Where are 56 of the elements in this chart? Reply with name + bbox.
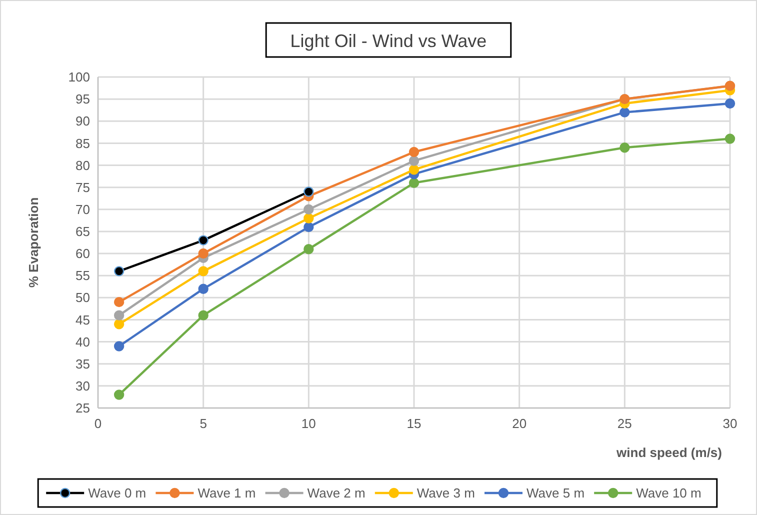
y-tick-label: 35 — [76, 356, 90, 372]
point — [620, 142, 630, 153]
y-tick-label: 40 — [76, 334, 90, 350]
x-tick-label: 5 — [200, 416, 207, 431]
y-tick-label: 100 — [68, 70, 90, 85]
y-tick-label: 70 — [76, 202, 90, 217]
legend-label: Wave 5 m — [526, 486, 585, 501]
point — [620, 107, 630, 118]
point — [114, 310, 124, 320]
y-axis-title: % Evaporation — [26, 197, 41, 288]
y-tick-label: 60 — [76, 246, 90, 262]
y-tick-label: 85 — [76, 136, 90, 151]
point — [198, 235, 208, 246]
y-tick-label: 75 — [76, 180, 90, 195]
legend-label: Wave 10 m — [636, 486, 702, 501]
point — [724, 134, 736, 144]
x-axis-title: wind speed (m/s) — [616, 445, 722, 460]
x-tick-label: 10 — [301, 416, 316, 431]
point — [198, 310, 208, 320]
point — [114, 296, 124, 308]
x-tick-label: 25 — [617, 416, 632, 431]
legend-label: Wave 2 m — [307, 486, 366, 501]
legend-label: Wave 1 m — [198, 486, 256, 501]
point — [114, 266, 124, 276]
y-tick-label: 25 — [76, 400, 90, 416]
y-tick-label: 80 — [76, 158, 90, 173]
y-tick-label: 90 — [76, 114, 90, 129]
point — [114, 341, 124, 352]
x-tick-label: 20 — [512, 416, 527, 431]
y-tick-label: 55 — [76, 268, 90, 284]
point — [198, 284, 208, 294]
point — [408, 156, 420, 166]
chart-title: Light Oil - Wind vs Wave — [290, 31, 487, 51]
y-tick-label: 95 — [76, 92, 90, 107]
y-tick-label: 50 — [76, 290, 90, 306]
legend-label: Wave 3 m — [416, 486, 475, 501]
point — [304, 222, 314, 232]
point — [304, 213, 314, 224]
x-tick-label: 15 — [406, 416, 422, 431]
legend-label: Wave 0 m — [88, 486, 146, 501]
point — [198, 266, 208, 276]
point — [114, 319, 124, 330]
y-tick-label: 65 — [76, 224, 90, 240]
point — [198, 248, 208, 259]
point — [304, 244, 314, 254]
y-tick-label: 45 — [76, 312, 90, 328]
x-tick-label: 0 — [94, 416, 102, 431]
point — [408, 146, 420, 158]
point — [408, 178, 420, 188]
x-tick-label: 30 — [722, 416, 738, 431]
point — [408, 164, 420, 175]
point — [724, 98, 736, 109]
point — [114, 390, 124, 400]
point — [304, 204, 314, 214]
point — [304, 186, 314, 197]
y-tick-label: 30 — [76, 378, 90, 394]
